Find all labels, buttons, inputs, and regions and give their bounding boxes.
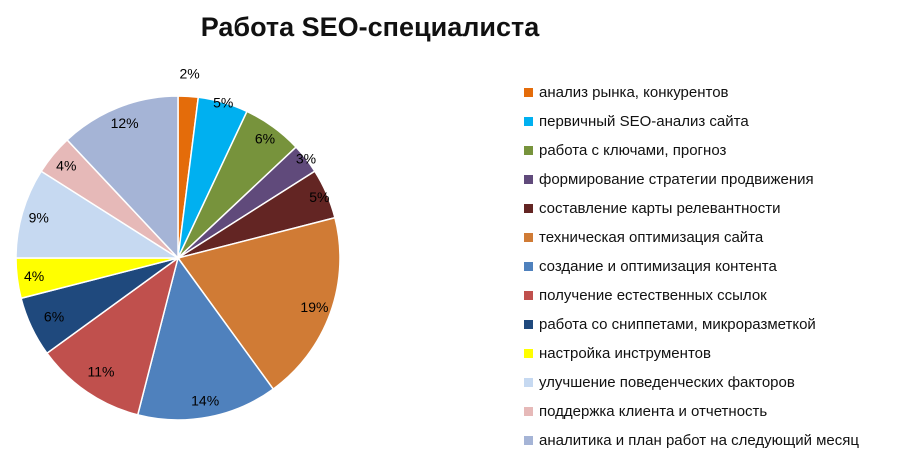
legend-label: создание и оптимизация контента [539,258,777,275]
legend-swatch [524,88,533,97]
legend-swatch [524,320,533,329]
legend-label: анализ рынка, конкурентов [539,84,729,101]
legend-swatch [524,291,533,300]
slice-value-label: 2% [179,65,199,81]
pie-slice-6 [176,216,341,391]
legend-swatch [524,349,533,358]
legend-label: техническая оптимизация сайта [539,229,764,246]
legend-label: улучшение поведенческих факторов [539,374,795,391]
legend-item: настройка инструментов [524,339,859,368]
slice-value-label: 9% [29,210,49,226]
chart-legend: анализ рынка, конкурентов первичный SEO-а… [524,78,859,455]
legend-item: создание и оптимизация контента [524,252,859,281]
legend-item: получение естественных ссылок [524,281,859,310]
pie-slice-8 [45,256,180,416]
pie-slice-13 [66,95,179,260]
slice-value-label: 12% [111,115,139,131]
slice-value-label: 5% [309,189,329,205]
slice-value-label: 14% [191,392,219,408]
legend-swatch [524,175,533,184]
slice-value-label: 3% [296,151,316,167]
legend-label: первичный SEO-анализ сайта [539,113,749,130]
legend-swatch [524,378,533,387]
legend-label: поддержка клиента и отчетность [539,403,768,420]
legend-item: составление карты релевантности [524,194,859,223]
slice-value-label: 4% [56,158,76,174]
slice-value-label: 11% [88,363,115,379]
legend-label: работа со сниппетами, микроразметкой [539,316,816,333]
legend-item: анализ рынка, конкурентов [524,78,859,107]
legend-label: получение естественных ссылок [539,287,767,304]
legend-swatch [524,436,533,445]
legend-item: улучшение поведенческих факторов [524,368,859,397]
legend-item: поддержка клиента и отчетность [524,397,859,426]
legend-item: работа со сниппетами, микроразметкой [524,310,859,339]
legend-item: работа с ключами, прогноз [524,136,859,165]
legend-label: работа с ключами, прогноз [539,142,727,159]
slice-value-label: 4% [24,268,44,284]
legend-label: аналитика и план работ на следующий меся… [539,432,859,449]
slice-value-label: 6% [255,130,275,146]
pie-slice-11 [15,170,181,259]
legend-label: настройка инструментов [539,345,711,362]
legend-label: формирование стратегии продвижения [539,171,814,188]
slice-value-label: 5% [213,94,233,110]
pie-slice-7 [136,256,275,421]
legend-label: составление карты релевантности [539,200,781,217]
slice-value-label: 6% [44,308,64,324]
legend-swatch [524,262,533,271]
legend-item: аналитика и план работ на следующий меся… [524,426,859,455]
chart-title: Работа SEO-специалиста [200,12,540,42]
legend-item: первичный SEO-анализ сайта [524,107,859,136]
legend-swatch [524,233,533,242]
legend-swatch [524,204,533,213]
legend-item: техническая оптимизация сайта [524,223,859,252]
legend-swatch [524,146,533,155]
slice-value-label: 19% [300,299,328,315]
legend-swatch [524,407,533,416]
legend-swatch [524,117,533,126]
legend-item: формирование стратегии продвижения [524,165,859,194]
pie-chart: 2% 5% 6% 3% 5% 19% 14% 11% 6% 4% 9% 4% 12% [15,65,341,421]
